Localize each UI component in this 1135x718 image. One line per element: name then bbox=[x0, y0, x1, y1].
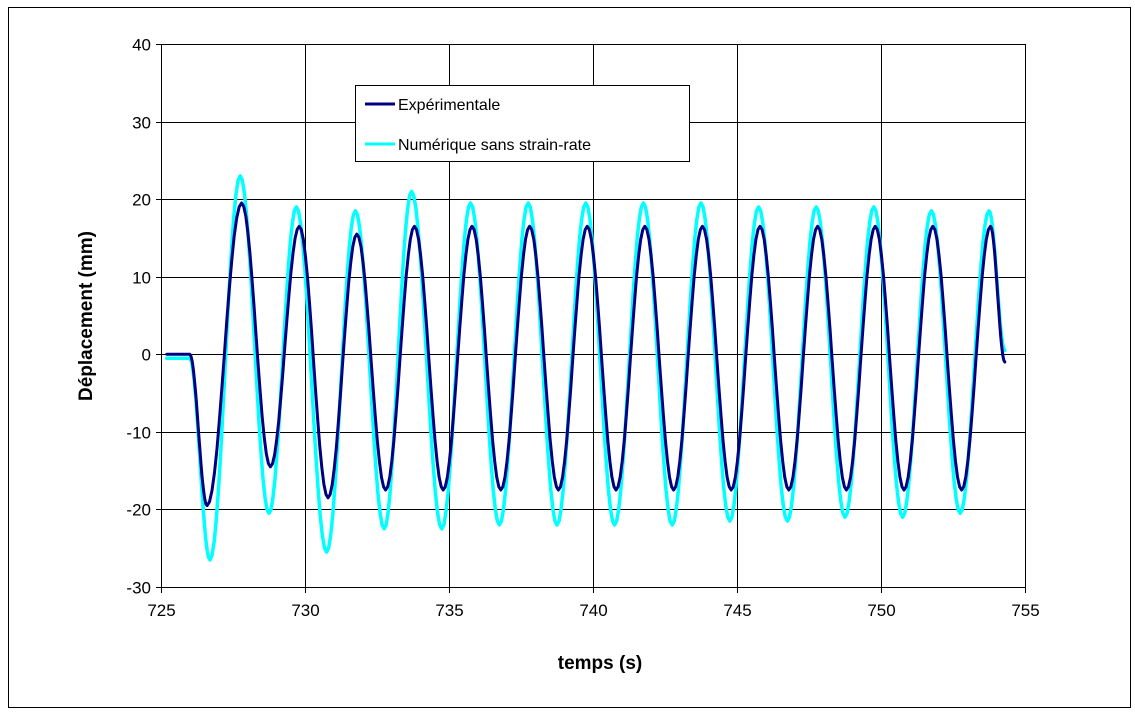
legend: Expérimentale Numérique sans strain-rate bbox=[355, 85, 690, 162]
x-tick-label: 740 bbox=[579, 601, 607, 620]
y-tick-label: 0 bbox=[142, 346, 151, 365]
x-tick-label: 745 bbox=[723, 601, 751, 620]
x-tick-label: 730 bbox=[291, 601, 319, 620]
y-axis-title: Déplacement (mm) bbox=[76, 231, 97, 401]
x-tick-label: 755 bbox=[1011, 601, 1039, 620]
y-tick-label: -30 bbox=[126, 579, 151, 598]
x-tick-label: 735 bbox=[435, 601, 463, 620]
series-line-numerique-sans-strain-rate bbox=[165, 174, 1007, 562]
x-axis-title: temps (s) bbox=[558, 653, 642, 674]
y-tick-label: -20 bbox=[126, 501, 151, 520]
series-line-experimentale bbox=[165, 201, 1007, 508]
y-tick-label: 30 bbox=[132, 114, 151, 133]
x-tick-label: 725 bbox=[147, 601, 175, 620]
axes: 40 30 20 10 0 -10 -20 -30 725 730 735 740 745 750 755 bbox=[126, 36, 1039, 621]
x-tick-label: 750 bbox=[867, 601, 895, 620]
legend-label-numerique: Numérique sans strain-rate bbox=[398, 137, 591, 154]
y-tick-label: 40 bbox=[132, 36, 151, 55]
series-lines bbox=[165, 174, 1007, 562]
legend-label-experimentale: Expérimentale bbox=[398, 97, 500, 114]
plot-area-border bbox=[161, 44, 1026, 588]
y-tick-label: 20 bbox=[132, 191, 151, 210]
y-tick-label: -10 bbox=[126, 424, 151, 443]
y-tick-label: 10 bbox=[132, 269, 151, 288]
legend-box bbox=[355, 85, 690, 162]
